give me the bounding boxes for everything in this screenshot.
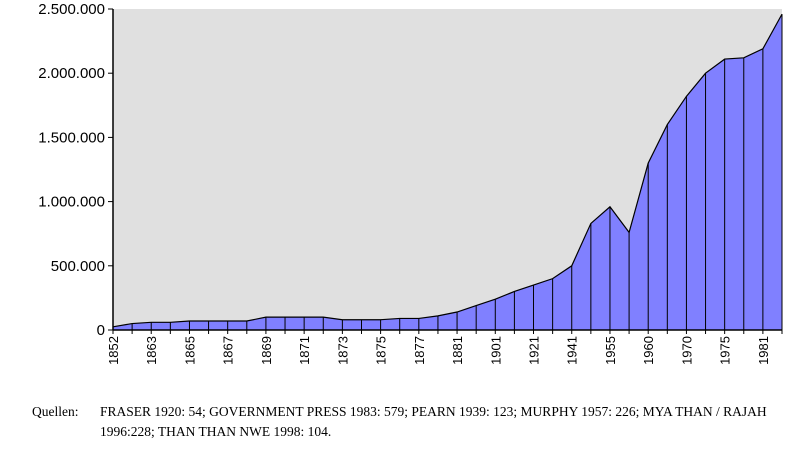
- x-tick-label: 1852: [106, 336, 121, 365]
- y-tick-label: 1.000.000: [38, 194, 105, 211]
- series-area: [113, 14, 782, 330]
- source-label: Quellen:: [32, 404, 79, 419]
- x-tick-label: 1921: [527, 336, 542, 365]
- x-tick-label: 1901: [488, 336, 503, 365]
- source-text: FRASER 1920: 54; GOVERNMENT PRESS 1983: …: [100, 404, 767, 439]
- x-tick-label: 1867: [221, 336, 236, 365]
- y-tick-label: 2.500.000: [38, 1, 105, 18]
- area-layer: [112, 13, 783, 330]
- axis-layer: [108, 8, 783, 334]
- x-tick-label: 1941: [565, 336, 580, 365]
- x-tick-label: 1960: [641, 336, 656, 365]
- x-tick-label: 1863: [144, 336, 159, 365]
- y-tick-label: 1.500.000: [38, 129, 105, 146]
- x-tick-label: 1875: [374, 336, 389, 365]
- chart: 0 500.000 1.000.000 1.500.000 2.000.000 2.500…: [38, 1, 783, 365]
- x-tick-label: 1970: [679, 336, 694, 365]
- x-tick-label: 1881: [450, 336, 465, 365]
- y-tick-label: 2.000.000: [38, 65, 105, 82]
- x-tick-label: 1975: [718, 336, 733, 365]
- y-tick-label: 500.000: [51, 258, 105, 275]
- x-tick-label: 1869: [259, 336, 274, 365]
- series-line: [112, 13, 783, 328]
- y-tick-label: 0: [97, 322, 105, 339]
- x-tick-label: 1871: [297, 336, 312, 365]
- x-tick-label: 1877: [412, 336, 427, 365]
- x-tick-label: 1955: [603, 336, 618, 365]
- x-tick-labels: 1852 1863 1865 1867 1869 1871 1873 1875 1877 1881…: [106, 336, 771, 365]
- x-tick-label: 1981: [756, 336, 771, 365]
- x-tick-label: 1865: [182, 336, 197, 365]
- y-tick-labels: 0 500.000 1.000.000 1.500.000 2.000.000 2.500…: [38, 1, 105, 339]
- x-tick-label: 1873: [335, 336, 350, 365]
- area-chart: 0 500.000 1.000.000 1.500.000 2.000.000 2.500…: [38, 1, 783, 365]
